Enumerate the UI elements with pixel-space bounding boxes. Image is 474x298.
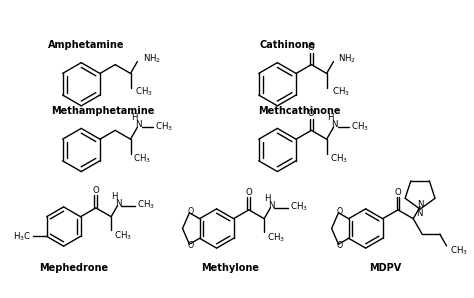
Text: O: O [337,207,343,216]
Text: N: N [416,209,422,218]
Text: Mephedrone: Mephedrone [39,263,108,273]
Text: Methylone: Methylone [201,263,259,273]
Text: H$_3$C: H$_3$C [13,230,31,243]
Text: O: O [394,188,401,197]
Text: O: O [337,241,343,250]
Text: CH$_3$: CH$_3$ [449,245,467,257]
Text: CH$_3$: CH$_3$ [114,229,132,242]
Text: NH$_2$: NH$_2$ [338,52,356,65]
Text: O: O [187,241,193,250]
Text: CH$_3$: CH$_3$ [290,200,308,213]
Text: H: H [131,113,137,122]
Text: CH$_3$: CH$_3$ [155,120,173,133]
Text: NH$_2$: NH$_2$ [143,52,161,65]
Text: Methamphetamine: Methamphetamine [51,106,155,116]
Text: H: H [328,113,334,122]
Text: O: O [308,109,315,118]
Text: N: N [115,199,122,208]
Text: CH$_3$: CH$_3$ [331,86,349,98]
Text: CH$_3$: CH$_3$ [134,153,151,165]
Text: CH$_3$: CH$_3$ [267,231,285,243]
Text: CH$_3$: CH$_3$ [329,153,347,165]
Text: N: N [417,200,423,209]
Text: O: O [308,44,315,52]
Text: N: N [268,201,275,210]
Text: N: N [135,120,142,129]
Text: H: H [264,194,271,203]
Text: O: O [246,188,252,197]
Text: O: O [187,207,193,216]
Text: MDPV: MDPV [369,263,401,273]
Text: N: N [331,120,338,129]
Text: Methcathinone: Methcathinone [258,106,340,116]
Text: O: O [92,186,99,195]
Text: CH$_3$: CH$_3$ [136,86,153,98]
Text: H: H [111,192,118,201]
Text: CH$_3$: CH$_3$ [137,198,155,211]
Text: Cathinone: Cathinone [259,40,315,50]
Text: Amphetamine: Amphetamine [48,40,124,50]
Text: CH$_3$: CH$_3$ [351,120,369,133]
